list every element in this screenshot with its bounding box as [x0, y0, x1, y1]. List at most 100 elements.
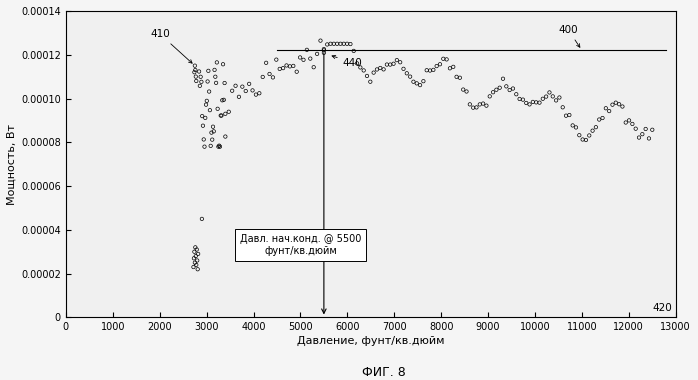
Point — [190, 67, 201, 73]
Point — [524, 101, 535, 108]
Point — [271, 57, 282, 63]
Point — [398, 66, 409, 72]
Point — [195, 74, 206, 80]
Point — [194, 83, 205, 89]
Point — [557, 104, 568, 110]
Point — [471, 105, 482, 111]
Point — [212, 106, 223, 112]
Point — [445, 65, 456, 71]
Point — [507, 86, 519, 92]
Point — [474, 101, 485, 108]
Point — [484, 93, 496, 100]
Point — [211, 80, 222, 86]
Point — [418, 78, 429, 84]
Point — [196, 79, 207, 85]
Point — [405, 74, 416, 80]
Point — [627, 121, 638, 127]
Point — [318, 47, 329, 53]
Point — [614, 101, 625, 107]
Point — [511, 91, 522, 97]
Point — [607, 101, 618, 108]
Point — [328, 41, 339, 47]
Point — [192, 266, 203, 272]
Point — [358, 67, 369, 73]
Point — [438, 56, 449, 62]
Point — [211, 59, 223, 65]
Point — [454, 75, 466, 81]
Point — [281, 62, 292, 68]
Point — [584, 132, 595, 138]
Point — [441, 56, 452, 62]
Point — [227, 88, 238, 94]
Point — [191, 78, 202, 84]
Point — [551, 97, 562, 103]
Point — [274, 66, 285, 72]
Point — [216, 97, 228, 103]
Point — [394, 59, 406, 65]
Point — [574, 132, 585, 138]
Point — [617, 103, 628, 109]
Text: 420: 420 — [653, 303, 672, 313]
X-axis label: Давление, фунт/кв.дюйм: Давление, фунт/кв.дюйм — [297, 336, 445, 347]
Point — [284, 63, 295, 70]
Point — [191, 262, 202, 268]
Point — [260, 60, 272, 66]
Point — [318, 46, 329, 52]
Point — [311, 51, 322, 57]
Point — [375, 65, 386, 71]
Point — [411, 80, 422, 86]
Point — [521, 100, 532, 106]
Point — [580, 137, 591, 143]
Point — [193, 68, 205, 74]
Point — [223, 109, 235, 115]
Point — [206, 130, 217, 136]
Point — [537, 96, 549, 102]
Point — [477, 101, 489, 107]
Point — [200, 101, 211, 108]
Point — [291, 69, 302, 75]
Point — [560, 112, 572, 119]
Point — [544, 89, 555, 95]
Point — [610, 100, 621, 106]
Point — [190, 244, 201, 250]
Point — [365, 79, 376, 85]
Point — [240, 88, 251, 94]
Point — [401, 70, 413, 76]
Point — [208, 128, 219, 135]
Point — [392, 57, 403, 63]
Point — [458, 87, 469, 93]
Point — [204, 89, 215, 95]
Point — [591, 124, 602, 130]
Point — [197, 113, 208, 119]
Point — [530, 99, 542, 105]
Text: 400: 400 — [558, 25, 580, 47]
Point — [600, 105, 611, 111]
Point — [447, 64, 459, 70]
Point — [388, 61, 399, 67]
Point — [325, 41, 336, 47]
Point — [498, 76, 509, 82]
Point — [345, 41, 356, 47]
Point — [587, 128, 598, 134]
Point — [378, 66, 389, 73]
Point — [597, 115, 608, 121]
Text: 410: 410 — [150, 29, 192, 63]
Point — [461, 89, 472, 95]
Point — [257, 74, 268, 80]
Point — [335, 41, 346, 47]
Point — [254, 90, 265, 96]
Point — [540, 93, 551, 100]
Point — [209, 67, 220, 73]
Point — [199, 144, 210, 150]
Point — [305, 55, 316, 62]
Point — [620, 119, 631, 125]
Point — [189, 63, 200, 69]
Point — [189, 69, 200, 75]
Point — [415, 82, 426, 88]
Point — [219, 80, 230, 86]
Point — [191, 253, 202, 259]
Point — [534, 100, 545, 106]
Point — [348, 48, 359, 54]
Point — [464, 101, 475, 108]
Point — [205, 143, 216, 149]
